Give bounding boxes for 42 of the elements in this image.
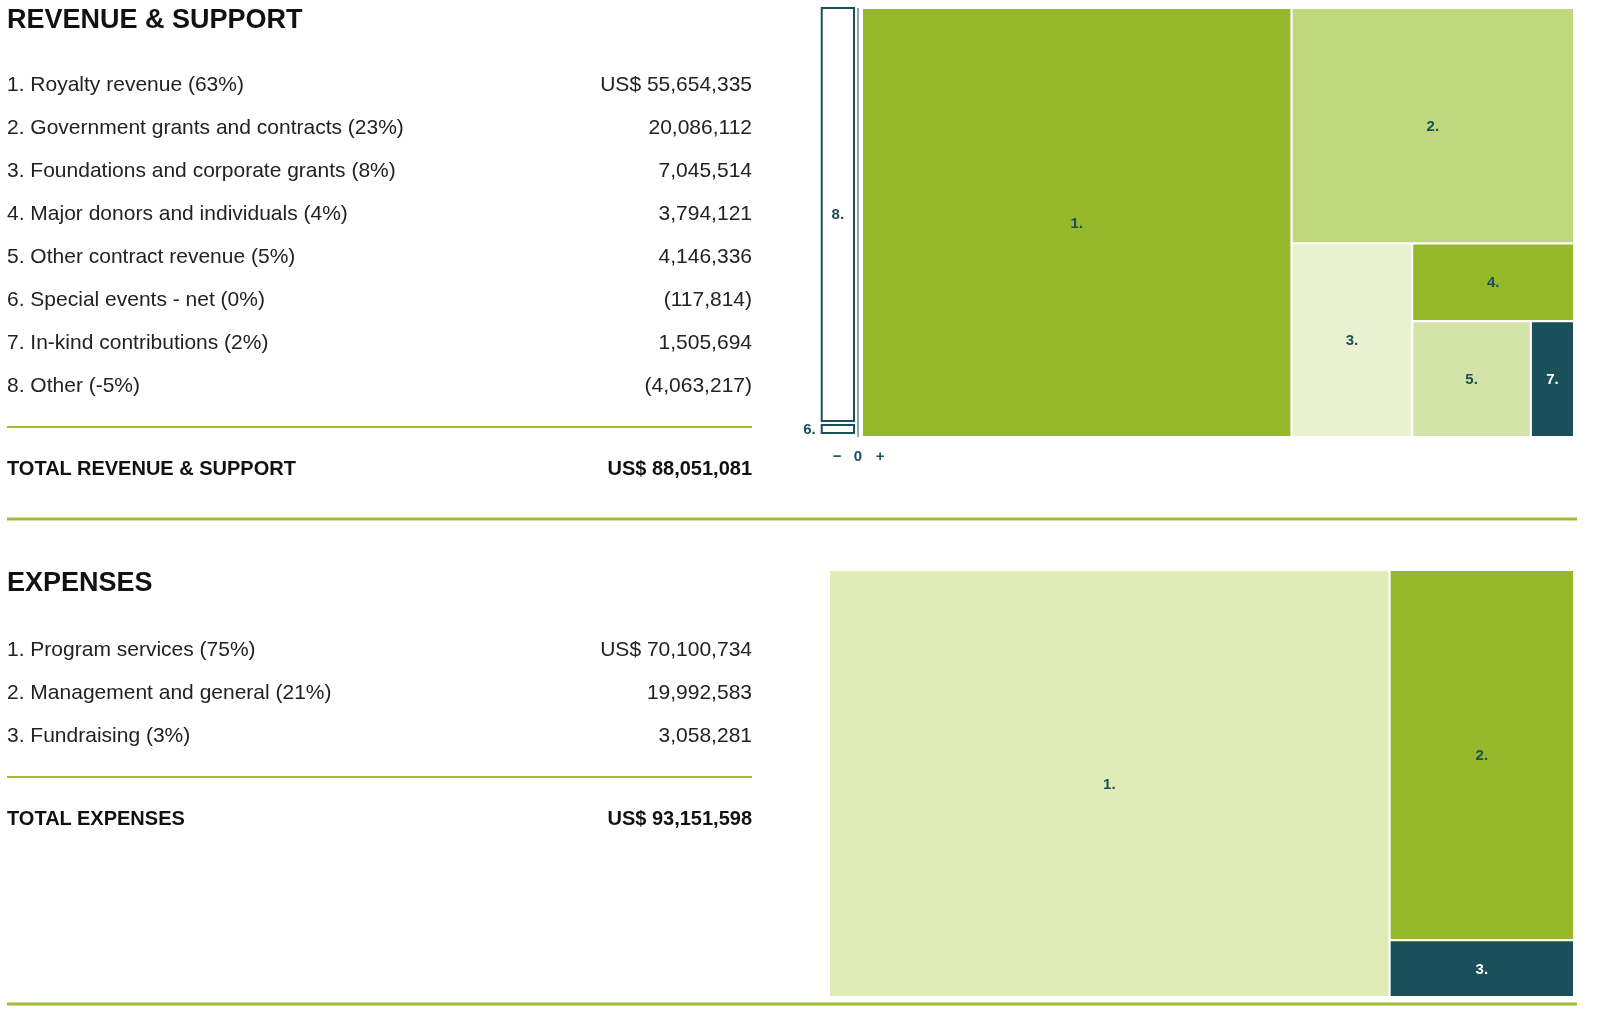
text: 2. [1426, 116, 1440, 134]
category-label: 2. Government grants and contracts (23%) [7, 115, 404, 138]
category-label: 6. Special events - net (0%) [7, 287, 265, 310]
text: + [875, 447, 885, 464]
data-label: 3,058,281 [658, 723, 752, 746]
category-label: 7. In-kind contributions (2%) [7, 330, 269, 353]
data-label: 3,794,121 [658, 201, 752, 224]
text: 1. [1070, 213, 1084, 231]
text: − [832, 447, 842, 464]
category-label: 5. Other contract revenue (5%) [7, 244, 296, 267]
data-label: 20,086,112 [648, 115, 752, 138]
data-label: (4,063,217) [644, 373, 752, 396]
text: 0 [853, 447, 863, 464]
data-label: 4,146,336 [658, 244, 752, 267]
data-label: US$ 70,100,734 [600, 637, 753, 660]
text: 4. [1486, 273, 1500, 291]
category-label: 3. Fundraising (3%) [7, 723, 191, 746]
text: US$ 88,051,081 [607, 457, 752, 479]
data-label: US$ 55,654,335 [600, 72, 752, 95]
data-label: 7,045,514 [658, 158, 753, 181]
text: 3. [1345, 331, 1359, 349]
category-label: 1. Royalty revenue (63%) [7, 72, 244, 95]
text: 7. [1546, 370, 1559, 388]
text: 2. [1475, 746, 1489, 764]
category-label: 8. Other (-5%) [7, 373, 141, 396]
text: TOTAL REVENUE & SUPPORT [7, 457, 296, 479]
data-label: 1,505,694 [658, 330, 753, 353]
data-label: (117,814) [663, 287, 752, 310]
text: 3. [1475, 959, 1489, 977]
category-label: 1. Program services (75%) [7, 637, 256, 660]
text: US$ 93,151,598 [607, 807, 752, 829]
text: REVENUE & SUPPORT [7, 4, 304, 34]
text: 1. [1103, 774, 1116, 792]
text: TOTAL EXPENSES [7, 807, 185, 829]
category-label: 3. Foundations and corporate grants (8%) [7, 158, 396, 181]
category-label: 4. Major donors and individuals (4%) [7, 201, 348, 224]
text: EXPENSES [7, 567, 153, 597]
text: 6. [803, 419, 816, 437]
data-label: 19,992,583 [646, 680, 752, 703]
text: 8. [831, 205, 845, 223]
text: 5. [1465, 370, 1478, 388]
category-label: 2. Management and general (21%) [7, 680, 332, 703]
